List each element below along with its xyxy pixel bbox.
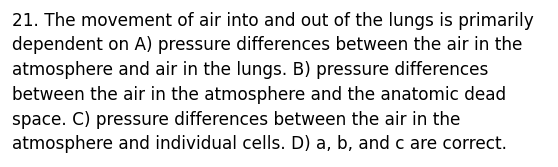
Text: 21. The movement of air into and out of the lungs is primarily: 21. The movement of air into and out of …	[12, 12, 534, 30]
Text: atmosphere and individual cells. D) a, b, and c are correct.: atmosphere and individual cells. D) a, b…	[12, 135, 507, 153]
Text: between the air in the atmosphere and the anatomic dead: between the air in the atmosphere and th…	[12, 86, 506, 104]
Text: dependent on A) pressure differences between the air in the: dependent on A) pressure differences bet…	[12, 36, 522, 54]
Text: space. C) pressure differences between the air in the: space. C) pressure differences between t…	[12, 111, 460, 129]
Text: atmosphere and air in the lungs. B) pressure differences: atmosphere and air in the lungs. B) pres…	[12, 61, 488, 79]
